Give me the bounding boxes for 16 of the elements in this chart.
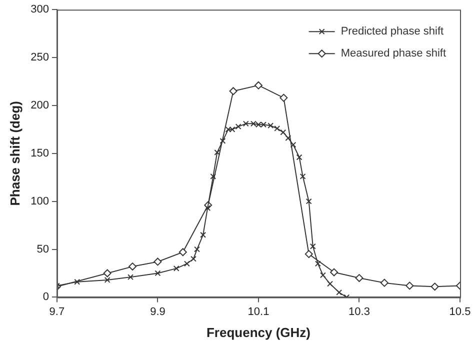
x-tick-label: 10.1 xyxy=(248,306,270,318)
legend-label: Predicted phase shift xyxy=(340,26,444,38)
x-tick-label: 10.5 xyxy=(449,306,471,318)
y-tick-label: 250 xyxy=(30,52,49,64)
y-tick-label: 200 xyxy=(30,100,49,112)
legend-label: Measured phase shift xyxy=(340,48,446,60)
y-axis-title: Phase shift (deg) xyxy=(7,101,22,206)
y-tick-label: 100 xyxy=(30,195,49,208)
y-tick-label: 300 xyxy=(30,4,49,16)
x-axis-title: Frequency (GHz) xyxy=(206,324,310,340)
y-tick-label: 0 xyxy=(42,291,49,304)
x-tick-label: 9.9 xyxy=(150,306,166,318)
x-tick-label: 10.3 xyxy=(348,306,370,318)
y-tick-label: 50 xyxy=(36,243,49,256)
x-tick-label: 9.7 xyxy=(49,306,65,318)
y-tick-label: 150 xyxy=(30,147,49,160)
